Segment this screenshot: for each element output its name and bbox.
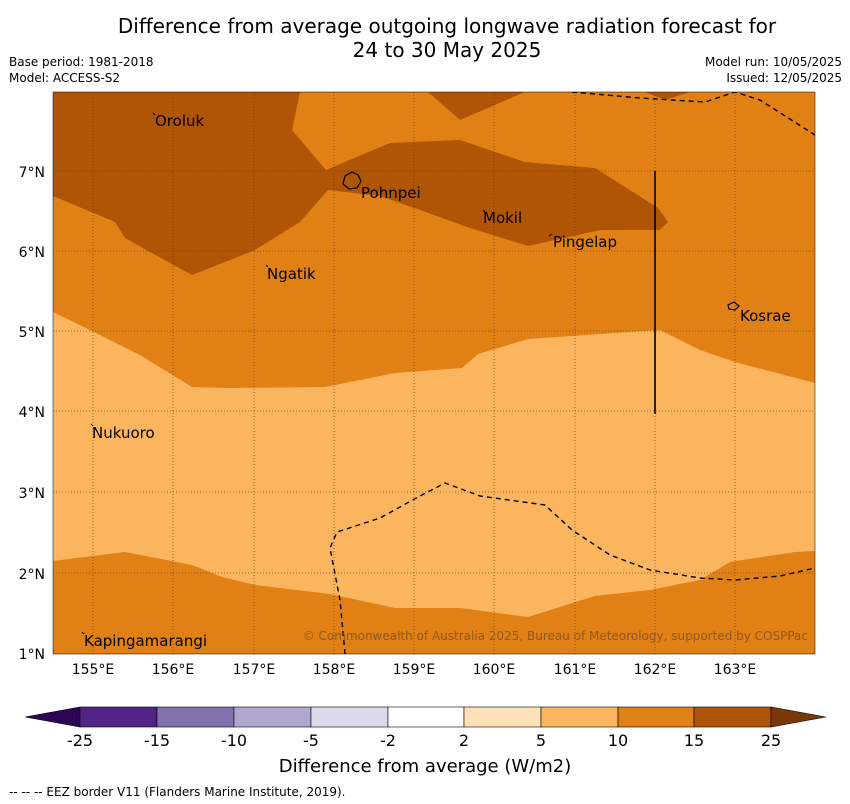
colorbar-labels: -25 -15 -10 -5 -2 2 5 10 15 25 [67,731,781,750]
lat-tick-3: 3°N [19,486,45,502]
lat-tick-labels: 7°N 6°N 5°N 4°N 3°N 2°N 1°N [19,165,45,663]
band-15-25-corner [645,92,690,100]
lon-tick-156: 156°E [152,662,195,678]
colorbar-label-8: 15 [684,731,704,750]
place-label-nukuoro: Nukuoro [92,424,155,442]
meta-right: Model run: 10/05/2025 Issued: 12/05/2025 [705,54,842,86]
colorbar-label-0: -25 [67,731,93,750]
place-label-ngatik: Ngatik [267,265,316,283]
base-period: Base period: 1981-2018 [9,55,154,69]
colorbar-bin-3 [233,706,312,728]
colorbar-extend-high [770,706,827,728]
place-label-kosrae: Kosrae [740,307,791,325]
colorbar-bin-9 [693,706,772,728]
graticule [53,92,815,654]
colorbar-bin-5 [387,706,465,728]
lat-tick-2: 2°N [19,567,45,583]
colorbar-label-5: 2 [459,731,469,750]
title-line-1: Difference from average outgoing longwav… [117,14,777,38]
eez-borders [329,92,815,654]
map-plot-area: Oroluk Pohnpei Mokil Pingelap Ngatik Kos… [53,92,815,654]
colorbar-title: Difference from average (W/m2) [279,756,571,777]
meta-left: Base period: 1981-2018 Model: ACCESS-S2 [9,54,154,86]
colorbar-bin-6 [463,706,542,728]
colorbar-label-6: 5 [536,731,546,750]
chart-title: Difference from average outgoing longwav… [0,14,850,62]
colorbar-label-4: -2 [380,731,396,750]
lat-tick-5: 5°N [19,325,45,341]
colorbar-bin-4 [310,706,389,728]
lon-tick-157: 157°E [233,662,276,678]
model-run: Model run: 10/05/2025 [704,55,842,69]
pohnpei-outline [342,171,362,190]
band-15-25-north [53,92,668,275]
lon-tick-158: 158°E [313,662,356,678]
lat-tick-1: 1°N [19,647,45,663]
band-15-25-top [428,92,525,120]
lon-tick-159: 159°E [393,662,436,678]
colorbar-label-7: 10 [608,731,628,750]
colorbar-label-3: -5 [303,731,319,750]
kosrae-outline [727,301,740,311]
lon-tick-161: 161°E [554,662,597,678]
place-label-kapingamarangi: Kapingamarangi [84,632,207,650]
lon-tick-labels: 155°E 156°E 157°E 158°E 159°E 160°E 161°… [72,662,757,678]
model-name: Model: ACCESS-S2 [9,71,121,85]
lat-tick-6: 6°N [19,245,45,261]
colorbar [24,706,827,728]
colorbar-extend-low [24,706,81,728]
place-label-pohnpei: Pohnpei [361,184,421,202]
lon-tick-163: 163°E [714,662,757,678]
colorbar-label-1: -15 [144,731,170,750]
place-labels: Oroluk Pohnpei Mokil Pingelap Ngatik Kos… [84,112,791,650]
place-label-oroluk: Oroluk [155,112,204,130]
colorbar-bin-8 [617,706,695,728]
colorbar-bin-1 [79,706,158,728]
lon-tick-162: 162°E [634,662,677,678]
title-line-2: 24 to 30 May 2025 [352,38,542,62]
place-label-mokil: Mokil [483,209,522,227]
copyright-notice: © Commonwealth of Australia 2025, Bureau… [303,629,808,643]
colorbar-bin-7 [540,706,619,728]
colorbar-label-9: 25 [761,731,781,750]
place-markers [81,112,553,635]
eez-border-top [571,92,815,136]
lat-tick-4: 4°N [19,405,45,421]
lat-tick-7: 7°N [19,165,45,181]
colorbar-bin-2 [156,706,235,728]
place-label-pingelap: Pingelap [553,233,617,251]
lon-tick-155: 155°E [72,662,115,678]
eez-footnote: -- -- -- EEZ border V11 (Flanders Marine… [9,785,346,799]
issued-date: Issued: 12/05/2025 [726,71,842,85]
map-frame [52,91,816,655]
lon-tick-160: 160°E [473,662,516,678]
colorbar-label-2: -10 [221,731,247,750]
band-5-10 [53,312,815,617]
